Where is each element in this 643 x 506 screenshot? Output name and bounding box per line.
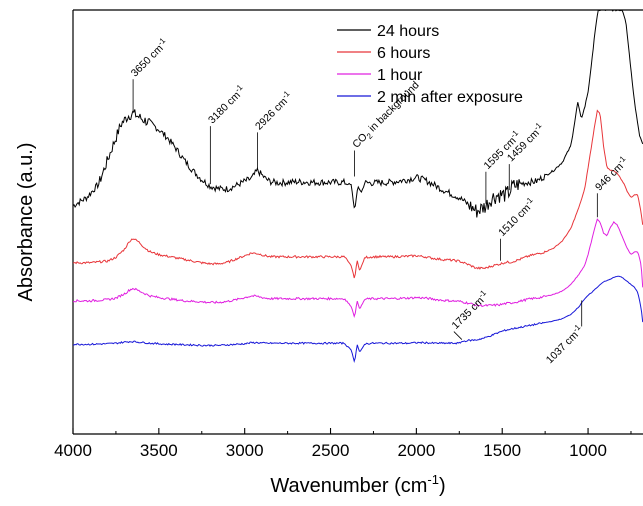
annotation-label-1: 3180 cm-1 bbox=[205, 82, 249, 126]
series-line-1 bbox=[73, 109, 643, 279]
x-axis-ticks: 4000 3500 3000 2500 2000 1500 1000 bbox=[54, 428, 632, 460]
y-axis-title: Absorbance (a.u.) bbox=[15, 143, 37, 302]
x-tick-label-2500: 2500 bbox=[312, 441, 350, 460]
x-tick-label-3500: 3500 bbox=[140, 441, 178, 460]
annotation-label-0: 3650 cm-1 bbox=[127, 36, 171, 80]
annotation-label-6: 1510 cm-1 bbox=[495, 195, 539, 239]
x-axis-title: Wavenumber (cm-1) bbox=[270, 472, 445, 497]
annotation-leader-8 bbox=[453, 331, 463, 340]
legend-label-3: 2 min after exposure bbox=[377, 89, 523, 106]
legend: 24 hours 6 hours 1 hour 2 min after exposur… bbox=[337, 23, 523, 106]
x-tick-label-3000: 3000 bbox=[226, 441, 264, 460]
annotation-label-8: 1735 cm-1 bbox=[448, 288, 492, 332]
annotation-label-2: 2926 cm-1 bbox=[252, 89, 296, 133]
legend-label-0: 24 hours bbox=[377, 23, 439, 40]
annotation-label-9: 1037 cm-1 bbox=[542, 322, 586, 366]
x-tick-label-1500: 1500 bbox=[483, 441, 521, 460]
legend-label-1: 6 hours bbox=[377, 45, 430, 62]
x-tick-label-4000: 4000 bbox=[54, 441, 92, 460]
series-line-0 bbox=[73, 10, 643, 218]
series-line-3 bbox=[73, 275, 643, 364]
spectra-series bbox=[73, 10, 643, 364]
x-tick-label-1000: 1000 bbox=[569, 441, 607, 460]
x-tick-label-2000: 2000 bbox=[397, 441, 435, 460]
legend-label-2: 1 hour bbox=[377, 67, 423, 84]
series-line-2 bbox=[73, 218, 643, 318]
